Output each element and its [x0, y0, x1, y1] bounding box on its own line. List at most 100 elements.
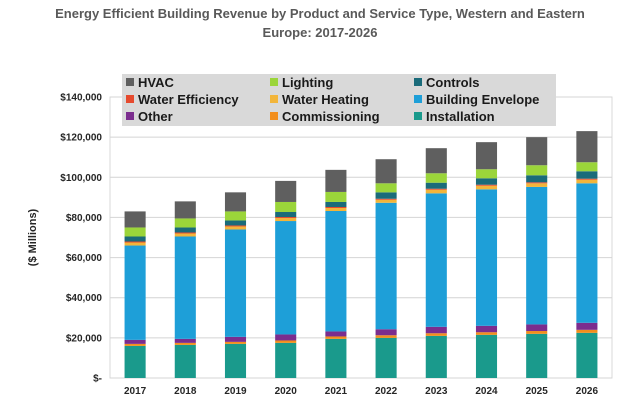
bar-segment-installation	[475, 334, 498, 378]
chart-title-line-1: Energy Efficient Building Revenue by Pro…	[55, 6, 585, 21]
bar-segment-hvac	[526, 137, 548, 166]
bar-segment-building-envelope	[124, 245, 146, 340]
bar-segment-water-efficiency	[174, 232, 196, 234]
bar-segment-other	[475, 325, 498, 333]
bar-segment-installation	[325, 338, 347, 378]
bar-stack-2023	[425, 148, 447, 378]
bar-segment-building-envelope	[174, 236, 196, 339]
bar-segment-water-heating	[275, 218, 297, 222]
bar-segment-water-efficiency	[475, 184, 498, 186]
x-tick-label: 2021	[325, 386, 348, 397]
bar-segment-building-envelope	[425, 193, 447, 327]
bar-segment-commissioning	[325, 336, 347, 339]
y-tick-label: $100,000	[60, 173, 102, 184]
bar-segment-controls	[124, 236, 146, 242]
bar-segment-installation	[425, 335, 447, 378]
bar-segment-building-envelope	[475, 189, 498, 326]
bar-segment-water-efficiency	[124, 241, 146, 243]
bar-stack-2024	[475, 142, 498, 378]
bar-segment-commissioning	[526, 331, 548, 334]
bar-segment-installation	[576, 332, 598, 378]
y-tick-label: $-	[93, 374, 102, 385]
bar-segment-water-heating	[174, 233, 196, 237]
legend-swatch-commissioning	[270, 112, 278, 120]
x-tick-label: 2018	[174, 386, 197, 397]
bar-segment-commissioning	[375, 335, 397, 338]
bar-segment-water-efficiency	[375, 198, 397, 200]
bar-segment-commissioning	[174, 342, 196, 345]
bar-segment-other	[174, 338, 196, 343]
bar-segment-water-efficiency	[425, 188, 447, 190]
bar-stack-2022	[375, 159, 397, 378]
legend-swatch-lighting	[270, 78, 278, 86]
y-tick-label: $20,000	[66, 333, 103, 344]
bar-segment-commissioning	[576, 329, 598, 333]
y-tick-label: $80,000	[66, 213, 103, 224]
bar-segment-hvac	[375, 159, 397, 184]
bar-segment-lighting	[124, 227, 146, 237]
axes: $- $20,000 $40,000 $60,000 $80,000 $100,000 $1…	[27, 93, 598, 398]
bar-segment-commissioning	[275, 340, 297, 343]
bar-segment-lighting	[576, 162, 598, 172]
legend: HVAC Lighting Controls Water Efficiency Wate…	[122, 74, 556, 126]
chart-title-line-2: Europe: 2017-2026	[262, 25, 378, 40]
chart-title: Energy Efficient Building Revenue by Pro…	[0, 4, 640, 42]
bar-segment-installation	[174, 344, 196, 378]
bar-segment-other	[275, 334, 297, 341]
legend-label-controls: Controls	[426, 75, 479, 90]
legend-swatch-hvac	[126, 78, 134, 86]
bar-segment-commissioning	[224, 341, 247, 344]
bar-segment-building-envelope	[576, 183, 598, 323]
bar-segment-water-heating	[576, 179, 598, 184]
bar-segment-controls	[174, 227, 196, 233]
legend-swatch-building-envelope	[414, 95, 422, 103]
bar-segment-building-envelope	[375, 202, 397, 330]
bar-segment-controls	[576, 171, 598, 179]
bar-stack-2017	[124, 211, 146, 378]
bar-segment-building-envelope	[224, 229, 247, 337]
bar-segment-other	[224, 336, 247, 342]
y-tick-label: $40,000	[66, 293, 103, 304]
y-axis-label: ($ Millions)	[27, 208, 39, 266]
legend-swatch-other	[126, 112, 134, 120]
bar-segment-lighting	[475, 169, 498, 179]
legend-background	[122, 74, 556, 126]
bar-segment-hvac	[275, 180, 297, 202]
bar-segment-building-envelope	[325, 211, 347, 332]
bar-segment-lighting	[375, 183, 397, 193]
bar-segment-lighting	[325, 191, 347, 202]
bar-segment-building-envelope	[526, 186, 548, 325]
bar-segment-commissioning	[475, 332, 498, 335]
legend-swatch-water-heating	[270, 95, 278, 103]
bar-segment-water-heating	[425, 189, 447, 194]
bar-segment-water-efficiency	[224, 225, 247, 227]
bars	[124, 131, 598, 378]
bar-segment-lighting	[526, 165, 548, 176]
legend-label-lighting: Lighting	[282, 75, 333, 90]
bar-segment-water-efficiency	[526, 182, 548, 184]
x-tick-label: 2020	[275, 386, 298, 397]
legend-label-building-envelope: Building Envelope	[426, 92, 539, 107]
bar-segment-hvac	[325, 169, 347, 192]
x-tick-label: 2023	[425, 386, 448, 397]
y-tick-label: $140,000	[60, 93, 102, 104]
bar-segment-hvac	[124, 211, 146, 228]
bar-segment-water-efficiency	[275, 217, 297, 219]
legend-label-water-heating: Water Heating	[282, 92, 369, 107]
bar-segment-commissioning	[425, 333, 447, 336]
legend-label-installation: Installation	[426, 109, 495, 124]
bar-stack-2019	[224, 192, 247, 378]
bar-segment-controls	[475, 178, 498, 185]
bar-segment-other	[425, 326, 447, 334]
bar-segment-controls	[224, 220, 247, 226]
x-tick-label: 2022	[375, 386, 398, 397]
bar-segment-other	[325, 331, 347, 337]
bar-segment-lighting	[425, 173, 447, 183]
bar-segment-other	[576, 322, 598, 330]
y-tick-label: $120,000	[60, 133, 102, 144]
bar-segment-water-heating	[224, 226, 247, 230]
bar-stack-2021	[325, 169, 347, 378]
x-tick-label: 2019	[224, 386, 247, 397]
bar-segment-water-efficiency	[325, 206, 347, 208]
